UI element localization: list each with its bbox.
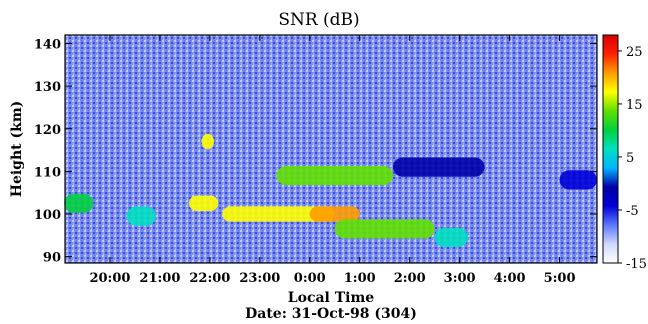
- snr-feature: [559, 170, 597, 190]
- y-tick-label: 110: [34, 165, 61, 180]
- colorbar: 25 15 5 -5 -15: [602, 34, 647, 272]
- snr-feature: [393, 157, 485, 177]
- x-axis: 20:00 21:00 22:00 23:00 0:00 1:00 2:00 3:00 4:00…: [89, 35, 576, 286]
- snr-feature: [434, 227, 468, 248]
- x-axis-label: Local Time: [288, 290, 375, 306]
- y-axis: 90 100 110 120 130 140: [34, 38, 597, 266]
- colorbar-tick-label: -15: [626, 257, 647, 272]
- colorbar-tick-label: 5: [626, 151, 634, 166]
- colorbar-ticks: 25 15 5 -5 -15: [618, 45, 647, 272]
- colorbar-gradient: [602, 34, 619, 264]
- y-tick-label: 140: [34, 38, 61, 53]
- y-tick-label: 130: [34, 80, 61, 95]
- snr-feature: [222, 206, 335, 222]
- snr-feature: [126, 206, 156, 226]
- colorbar-tick-label: 15: [626, 98, 643, 113]
- y-tick-label: 120: [34, 123, 61, 138]
- snr-feature: [309, 206, 360, 222]
- noise-texture: [65, 35, 597, 263]
- y-tick-label: 100: [34, 208, 61, 223]
- y-tick-label: 90: [43, 251, 61, 266]
- x-tick-label: 1:00: [344, 271, 376, 286]
- x-tick-label: 22:00: [189, 271, 230, 286]
- snr-feature: [64, 193, 94, 213]
- plot-area: [64, 34, 598, 264]
- colorbar-tick-label: 25: [626, 45, 643, 60]
- x-tick-label: 5:00: [544, 271, 576, 286]
- plot-frame: [64, 34, 598, 264]
- snr-features: [64, 133, 597, 248]
- snr-feature: [201, 133, 215, 150]
- x-tick-label: 20:00: [89, 271, 130, 286]
- x-tick-label: 2:00: [394, 271, 426, 286]
- snr-feature: [189, 195, 219, 212]
- x-tick-label: 21:00: [139, 271, 180, 286]
- date-subtitle: Date: 31-Oct-98 (304): [245, 306, 417, 322]
- chart-title: SNR (dB): [278, 10, 359, 30]
- snr-feature: [276, 166, 394, 186]
- colorbar-tick-label: -5: [626, 204, 639, 219]
- x-tick-label: 4:00: [494, 271, 526, 286]
- y-axis-label: Height (km): [9, 101, 25, 198]
- x-tick-label: 3:00: [444, 271, 476, 286]
- snr-feature: [334, 219, 435, 239]
- x-tick-label: 23:00: [239, 271, 280, 286]
- x-tick-label: 0:00: [294, 271, 326, 286]
